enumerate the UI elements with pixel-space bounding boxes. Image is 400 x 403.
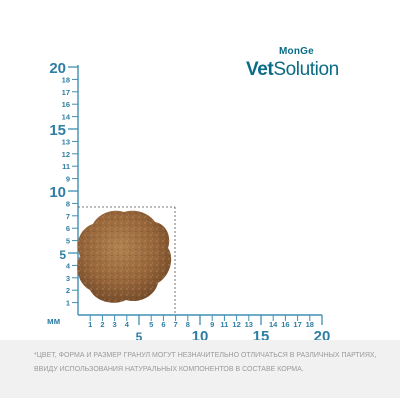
x-minor-label: 2 bbox=[100, 320, 104, 329]
x-minor-label: 16 bbox=[281, 320, 289, 329]
x-minor-label: 4 bbox=[125, 320, 130, 329]
x-minor-label: 11 bbox=[220, 320, 228, 329]
y-minor-label: 13 bbox=[62, 137, 70, 146]
brand-main-light: Solution bbox=[273, 59, 339, 80]
y-minor-label: 12 bbox=[62, 150, 70, 159]
x-minor-label: 14 bbox=[269, 320, 278, 329]
y-minor-label: 17 bbox=[62, 88, 70, 97]
y-minor-label: 8 bbox=[66, 199, 70, 208]
y-minor-label: 6 bbox=[66, 224, 70, 233]
y-minor-label: 11 bbox=[62, 162, 70, 171]
brand-main-bold: Vet bbox=[246, 59, 274, 80]
disclaimer-box: *Цвет, форма и размер гранул могут незна… bbox=[0, 340, 400, 398]
y-minor-label: 3 bbox=[66, 274, 70, 283]
x-minor-label: 12 bbox=[232, 320, 240, 329]
y-major-label: 20 bbox=[49, 60, 66, 77]
y-minor-label: 5 bbox=[66, 237, 70, 246]
brand-top-text: MonGe bbox=[279, 46, 314, 57]
y-minor-label: 9 bbox=[66, 175, 70, 184]
brand-main-text: VetSolution bbox=[246, 59, 339, 81]
x-minor-label: 3 bbox=[113, 320, 117, 329]
y-major-label: 15 bbox=[49, 122, 66, 139]
x-minor-label: 18 bbox=[306, 320, 314, 329]
x-minor-label: 17 bbox=[293, 320, 301, 329]
unit-label: мм bbox=[47, 316, 61, 326]
x-minor-label: 7 bbox=[174, 320, 178, 329]
disclaimer-line-1: *Цвет, форма и размер гранул могут незна… bbox=[34, 352, 377, 359]
x-major-label: 5 bbox=[136, 330, 143, 344]
y-minor-label: 16 bbox=[62, 100, 70, 109]
kibble-image bbox=[77, 210, 172, 303]
y-minor-label: 7 bbox=[66, 212, 70, 221]
y-minor-label: 4 bbox=[66, 261, 71, 270]
y-minor-label: 18 bbox=[62, 75, 70, 84]
y-major-label: 5 bbox=[59, 248, 66, 262]
y-major-label: 10 bbox=[49, 184, 66, 201]
brand-logo: MonGe VetSolution bbox=[246, 46, 356, 86]
x-minor-label: 13 bbox=[245, 320, 253, 329]
x-minor-label: 1 bbox=[88, 320, 92, 329]
x-minor-label: 6 bbox=[161, 320, 165, 329]
y-minor-label: 1 bbox=[66, 299, 70, 308]
y-minor-label: 14 bbox=[62, 113, 71, 122]
y-minor-label: 2 bbox=[66, 286, 70, 295]
x-minor-label: 9 bbox=[210, 320, 214, 329]
disclaimer-line-2: ввиду использования натуральных компонен… bbox=[34, 366, 304, 373]
x-minor-label: 8 bbox=[186, 320, 190, 329]
x-minor-label: 5 bbox=[149, 320, 153, 329]
